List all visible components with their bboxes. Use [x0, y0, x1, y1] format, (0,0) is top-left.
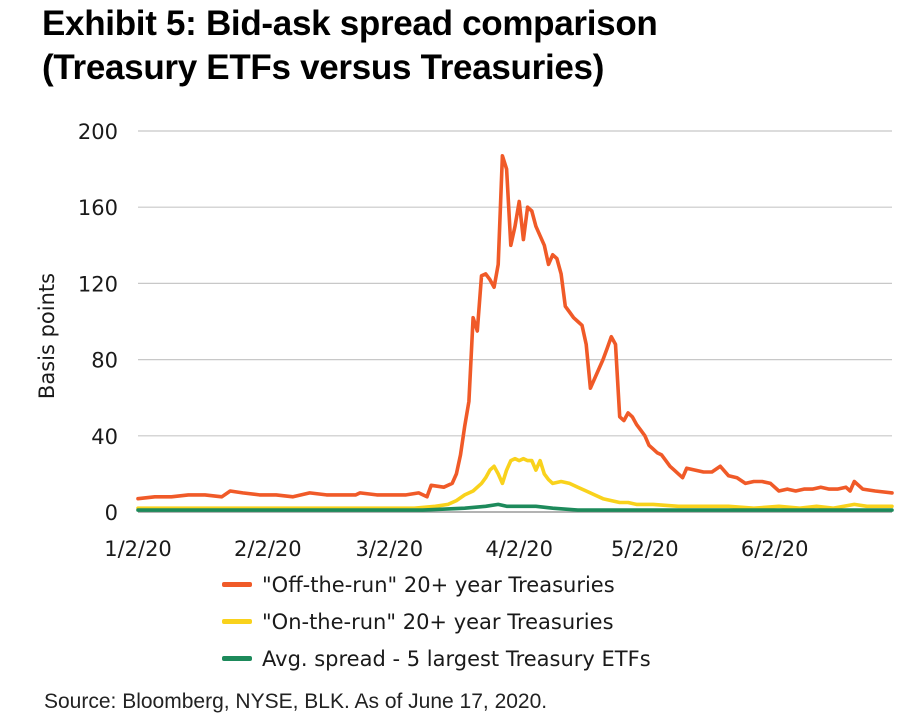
legend-item: "On-the-run" 20+ year Treasuries [222, 603, 651, 640]
legend-item: Avg. spread - 5 largest Treasury ETFs [222, 640, 651, 677]
y-tick-label: 0 [105, 501, 118, 525]
y-axis-title: Basis points [35, 273, 59, 399]
y-tick-label: 80 [91, 349, 118, 373]
chart-title: Exhibit 5: Bid-ask spread comparison (Tr… [42, 2, 658, 90]
source-note: Source: Bloomberg, NYSE, BLK. As of June… [44, 690, 548, 713]
series-line-2 [136, 456, 894, 510]
x-tick-label: 2/2/20 [234, 537, 302, 560]
x-axis: 1/2/20 2/2/20 3/2/20 4/2/20 5/2/20 6/2/20 [104, 537, 808, 560]
legend-swatch [222, 656, 252, 661]
y-tick-label: 120 [78, 272, 118, 296]
chart-title-line-2: (Treasury ETFs versus Treasuries) [42, 48, 605, 87]
y-tick-label: 40 [91, 425, 118, 449]
legend-label: Avg. spread - 5 largest Treasury ETFs [262, 646, 651, 671]
x-tick-label: 4/2/20 [485, 537, 553, 560]
plot-area [136, 154, 894, 512]
x-tick-label: 6/2/20 [741, 537, 809, 560]
legend-item: "Off-the-run" 20+ year Treasuries [222, 566, 651, 603]
line-chart: 0 40 80 120 160 200 1/2/20 2/2/20 3/2/20 4/2/20 5… [35, 120, 894, 560]
chart-title-line-1: Exhibit 5: Bid-ask spread comparison [42, 4, 658, 43]
y-tick-label: 160 [78, 196, 118, 220]
series-line-1 [136, 154, 894, 501]
x-tick-label: 1/2/20 [104, 537, 172, 560]
legend-label: "On-the-run" 20+ year Treasuries [262, 609, 614, 634]
legend-swatch [222, 582, 252, 587]
series-line-3 [136, 502, 894, 512]
legend: "Off-the-run" 20+ year Treasuries "On-the… [222, 566, 651, 677]
y-tick-label: 200 [78, 120, 118, 144]
x-tick-label: 5/2/20 [611, 537, 679, 560]
gridlines [138, 130, 892, 513]
x-tick-label: 3/2/20 [356, 537, 424, 560]
legend-swatch [222, 619, 252, 624]
legend-label: "Off-the-run" 20+ year Treasuries [262, 572, 615, 597]
y-axis: 0 40 80 120 160 200 [78, 120, 118, 525]
